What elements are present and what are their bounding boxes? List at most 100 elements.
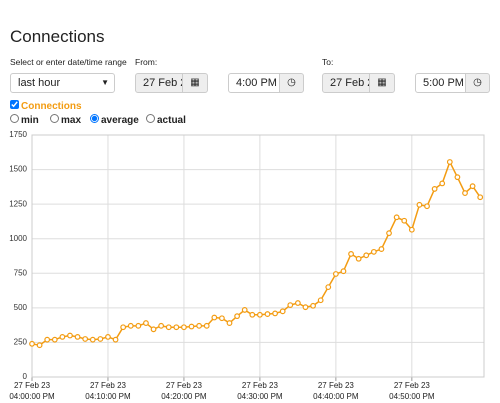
data-point <box>226 320 233 326</box>
radio[interactable] <box>146 114 155 123</box>
from-time[interactable]: 4:00 PM <box>228 73 280 93</box>
data-point <box>59 333 66 340</box>
data-point <box>446 159 453 165</box>
to-time[interactable]: 5:00 PM <box>415 73 466 93</box>
y-tick-label: 750 <box>14 268 28 277</box>
data-point <box>287 302 294 308</box>
data-point <box>370 248 377 255</box>
data-point <box>165 324 172 331</box>
data-point <box>325 284 332 291</box>
data-point <box>264 311 271 317</box>
y-tick-label: 1000 <box>9 234 27 243</box>
data-point <box>416 201 423 208</box>
data-point <box>67 332 73 339</box>
data-point <box>203 322 210 329</box>
data-point <box>234 313 241 320</box>
dropdown-arrow: ▼ <box>101 78 109 87</box>
data-point <box>158 322 165 329</box>
x-tick-label: 27 Feb 23 04:10:00 PM <box>85 381 131 401</box>
checkbox[interactable] <box>10 100 19 109</box>
clock-button[interactable]: ◷ <box>465 73 490 93</box>
calendar-button[interactable]: ▦ <box>182 73 208 93</box>
data-point <box>272 310 278 317</box>
y-tick-label: 0 <box>23 372 28 381</box>
data-point <box>51 336 58 343</box>
mode-option[interactable]: max <box>48 114 81 126</box>
from-date[interactable]: 27 Feb 2 <box>135 73 183 93</box>
mode-label: actual <box>157 115 186 126</box>
mode-label: max <box>61 115 82 126</box>
x-tick-label: 27 Feb 23 04:30:00 PM <box>237 381 283 401</box>
data-point <box>219 315 225 322</box>
data-point <box>439 180 446 187</box>
data-point <box>249 311 256 318</box>
radio[interactable] <box>50 114 59 123</box>
data-point <box>431 186 438 192</box>
range-select[interactable]: last hour ▼ <box>10 73 115 93</box>
data-point <box>386 230 392 237</box>
series-line <box>31 160 481 346</box>
series-toggle[interactable]: Connections <box>8 100 82 112</box>
data-point <box>181 324 187 331</box>
data-point <box>408 226 415 233</box>
mode-option[interactable]: actual <box>144 114 186 126</box>
data-point <box>120 324 127 331</box>
data-point <box>294 300 301 306</box>
data-point <box>401 217 408 224</box>
data-point <box>348 251 354 257</box>
data-point <box>462 190 468 196</box>
data-point <box>302 304 309 311</box>
data-point <box>112 336 119 343</box>
data-point <box>393 214 400 221</box>
mode-option[interactable]: min <box>8 114 39 126</box>
mode-option[interactable]: average <box>88 114 139 126</box>
y-tick-label: 1750 <box>9 130 27 139</box>
series-label: Connections <box>21 101 82 112</box>
data-point <box>74 333 81 340</box>
x-tick-label: 27 Feb 23 04:20:00 PM <box>161 381 207 401</box>
data-point <box>135 322 142 329</box>
data-point <box>469 183 476 190</box>
data-point <box>332 271 339 277</box>
calendar-button[interactable]: ▦ <box>369 73 395 93</box>
data-point <box>150 326 157 333</box>
data-point <box>211 314 218 321</box>
data-point <box>424 203 430 210</box>
data-point <box>29 340 35 347</box>
data-point <box>105 333 111 340</box>
data-point <box>36 342 43 349</box>
data-point <box>310 302 316 309</box>
data-point <box>173 324 180 331</box>
page-title: Connections <box>10 27 105 46</box>
data-point <box>317 297 324 304</box>
data-point <box>340 268 347 275</box>
from-label: From: <box>135 57 158 67</box>
radio[interactable] <box>10 114 19 123</box>
data-point <box>188 323 195 330</box>
mode-label: min <box>21 115 39 126</box>
radio[interactable] <box>90 114 99 123</box>
data-point <box>477 194 484 201</box>
data-point <box>363 252 370 259</box>
to-date[interactable]: 27 Feb 2 <box>322 73 370 93</box>
y-tick-label: 1500 <box>9 165 27 174</box>
x-tick-label: 27 Feb 23 04:40:00 PM <box>313 381 359 401</box>
data-point <box>196 322 203 329</box>
data-point <box>241 307 248 313</box>
plot-border <box>31 134 485 378</box>
data-point <box>256 311 263 318</box>
x-tick-label: 27 Feb 23 04:00:00 PM <box>9 381 55 401</box>
range-label: Select or enter date/time range <box>10 57 127 67</box>
x-tick-label: 27 Feb 23 04:50:00 PM <box>389 381 435 401</box>
data-point <box>378 246 385 252</box>
range-value: last hour <box>18 77 61 89</box>
data-point <box>355 255 362 262</box>
y-tick-label: 1250 <box>9 199 27 208</box>
clock-button[interactable]: ◷ <box>279 73 304 93</box>
data-point <box>97 336 104 342</box>
mode-label: average <box>101 115 139 126</box>
to-label: To: <box>322 57 334 67</box>
data-point <box>89 336 96 343</box>
